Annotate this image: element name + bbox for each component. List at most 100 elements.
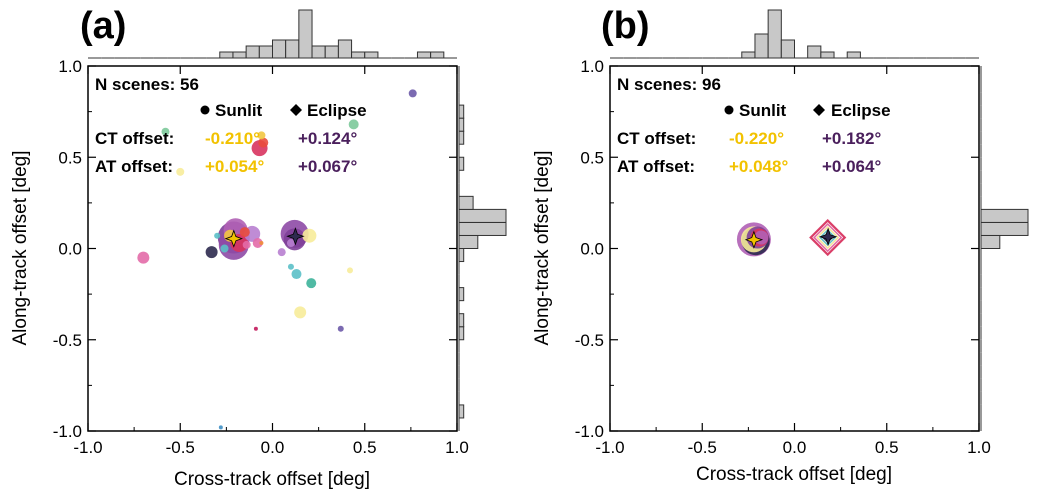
panel-b-at-label: AT offset: bbox=[617, 157, 695, 176]
panel-a-ytick-label: 0.5 bbox=[58, 148, 82, 167]
panel-a-sunlit-point bbox=[218, 425, 223, 430]
panel-a-xtick-label: -1.0 bbox=[73, 438, 102, 457]
panel-b-right-hist-bar bbox=[980, 208, 1029, 223]
panel-a-sunlit-point bbox=[252, 238, 263, 249]
panel-a-right-hist-bar bbox=[458, 130, 465, 145]
panel-a-ytick-label: -0.5 bbox=[53, 331, 82, 350]
panel-b-top-hist-bar bbox=[754, 33, 769, 59]
panel-a-right-hist-bar bbox=[458, 156, 465, 171]
panel-b-xtick-label: -0.5 bbox=[688, 438, 717, 457]
panel-a-mean-sunlit-marker bbox=[224, 229, 243, 248]
panel-a-ylabel: Along-track offset [deg] bbox=[10, 150, 31, 345]
panel-a-xtick-label: 1.0 bbox=[445, 438, 469, 457]
panel-b-n-scenes: N scenes: 96 bbox=[617, 75, 721, 94]
panel-a-points bbox=[137, 89, 417, 430]
panel-a-top-hist-bar bbox=[351, 51, 366, 59]
panel-b-at-eclipse: +0.064° bbox=[822, 157, 881, 176]
panel-a-ytick-label: -1.0 bbox=[53, 422, 82, 441]
panel-a-right-hist-bar bbox=[458, 248, 465, 263]
panel-a-sunlit-point bbox=[161, 127, 170, 136]
panel-a-top-hist-bar bbox=[430, 51, 445, 59]
panel-a-sunlit-point bbox=[302, 228, 317, 243]
panel-a-right-hist-bar bbox=[458, 234, 479, 249]
panel-b-label: (b) bbox=[601, 5, 650, 47]
panel-a: (a) -1.0-1.0 -0.5 -0.5 0.0 0.0 0.5 0.5 1.0 1.0 N… bbox=[10, 5, 507, 490]
panel-b-ct-eclipse: +0.182° bbox=[822, 129, 881, 148]
panel-a-sunlit-point bbox=[291, 269, 302, 280]
panel-a-legend-sunlit: Sunlit bbox=[215, 101, 263, 120]
panel-a-top-histogram bbox=[88, 9, 457, 59]
panel-a-top-hist-bar bbox=[311, 45, 326, 59]
panel-a-right-hist-bar bbox=[458, 104, 465, 119]
panel-a-top-hist-bar bbox=[364, 51, 379, 59]
panel-b-ct-label: CT offset: bbox=[617, 129, 696, 148]
panel-a-at-label: AT offset: bbox=[95, 157, 173, 176]
panel-b-legend-sunlit: Sunlit bbox=[739, 101, 787, 120]
panel-b-at-sunlit: +0.048° bbox=[729, 157, 788, 176]
panel-a-sunlit-point bbox=[306, 278, 317, 289]
panel-b-ct-sunlit: -0.220° bbox=[729, 129, 784, 148]
panel-a-sunlit-point bbox=[214, 232, 221, 239]
panel-a-sunlit-point bbox=[348, 119, 359, 130]
panel-a-sunlit-point bbox=[408, 89, 417, 98]
panel-a-mean-eclipse-marker bbox=[286, 227, 305, 246]
panel-a-sunlit-point bbox=[176, 167, 185, 176]
panel-a-ct-label: CT offset: bbox=[95, 129, 174, 148]
panel-b-top-histogram bbox=[610, 9, 979, 59]
panel-b-xtick-label: -1.0 bbox=[595, 438, 624, 457]
panel-a-top-hist-bar bbox=[337, 39, 353, 59]
panel-b-xtick-label: 1.0 bbox=[967, 438, 991, 457]
panel-b-ytick-label: 0.5 bbox=[580, 148, 604, 167]
panel-a-sunlit-point bbox=[294, 306, 307, 319]
panel-a-sunlit-point bbox=[205, 246, 218, 259]
panel-b-frame bbox=[609, 65, 980, 432]
panel-a-right-hist-bar bbox=[458, 326, 465, 341]
panel-a-top-hist-bar bbox=[272, 39, 287, 59]
panel-b-legend-eclipse-marker bbox=[813, 104, 825, 116]
panel-b-ytick-label: -0.5 bbox=[575, 331, 604, 350]
panel-b-top-hist-bar bbox=[846, 51, 861, 59]
panel-a-sunlit-point bbox=[253, 326, 258, 331]
panel-a-legend-sunlit-marker bbox=[200, 105, 210, 115]
panel-a-right-hist-bar bbox=[458, 313, 465, 328]
panel-b-top-hist-bar bbox=[767, 9, 782, 59]
panel-b-mean-sunlit-marker bbox=[744, 230, 764, 249]
panel-a-right-hist-bar bbox=[458, 404, 465, 419]
panel-b-ytick-label: -1.0 bbox=[575, 422, 604, 441]
panel-a-sunlit-point bbox=[239, 227, 250, 238]
panel-b-points bbox=[736, 218, 848, 257]
panel-b-top-hist-bar bbox=[780, 39, 795, 59]
panel-a-frame bbox=[87, 65, 458, 432]
panel-b-right-hist-bar bbox=[980, 234, 1001, 249]
panel-a-ct-eclipse: +0.124° bbox=[298, 129, 357, 148]
panel-a-sunlit-point bbox=[257, 131, 266, 140]
panel-b-legend-eclipse: Eclipse bbox=[831, 101, 891, 120]
panel-a-top-hist-bar bbox=[245, 45, 260, 59]
panel-a-ytick-label: 1.0 bbox=[58, 57, 82, 76]
panel-a-top-hist-bar bbox=[232, 51, 247, 59]
panel-b-top-hist-bar bbox=[807, 45, 822, 59]
panel-a-xtick-label: 0.0 bbox=[261, 438, 285, 457]
panel-a-ytick-label: 0.0 bbox=[58, 240, 82, 259]
panel-a-legend-eclipse: Eclipse bbox=[307, 101, 367, 120]
panel-b-legend-sunlit-marker bbox=[724, 105, 734, 115]
panel-a-sunlit-point bbox=[277, 248, 286, 257]
panel-b-mean-eclipse-marker bbox=[818, 227, 838, 246]
panel-b-ytick-label: 1.0 bbox=[580, 57, 604, 76]
panel-a-right-hist-bar bbox=[458, 287, 465, 302]
panel-a-right-histogram bbox=[458, 66, 507, 431]
panel-a-top-hist-bar bbox=[219, 51, 234, 59]
panel-a-legend-eclipse-marker bbox=[290, 104, 302, 116]
panel-a-top-hist-bar bbox=[285, 39, 300, 59]
panel-a-top-hist-bar bbox=[416, 51, 432, 59]
panel-a-right-hist-bar bbox=[458, 208, 507, 223]
panel-a-right-hist-bar bbox=[458, 221, 507, 236]
panel-a-at-sunlit: +0.054° bbox=[205, 157, 264, 176]
panel-a-at-eclipse: +0.067° bbox=[298, 157, 357, 176]
panel-a-top-hist-bar bbox=[324, 45, 339, 59]
panel-b-ylabel: Along-track offset [deg] bbox=[532, 150, 553, 345]
panel-a-sunlit-point bbox=[286, 239, 295, 248]
panel-a-sunlit-point bbox=[220, 244, 229, 253]
panel-a-right-hist-bar bbox=[458, 195, 474, 210]
